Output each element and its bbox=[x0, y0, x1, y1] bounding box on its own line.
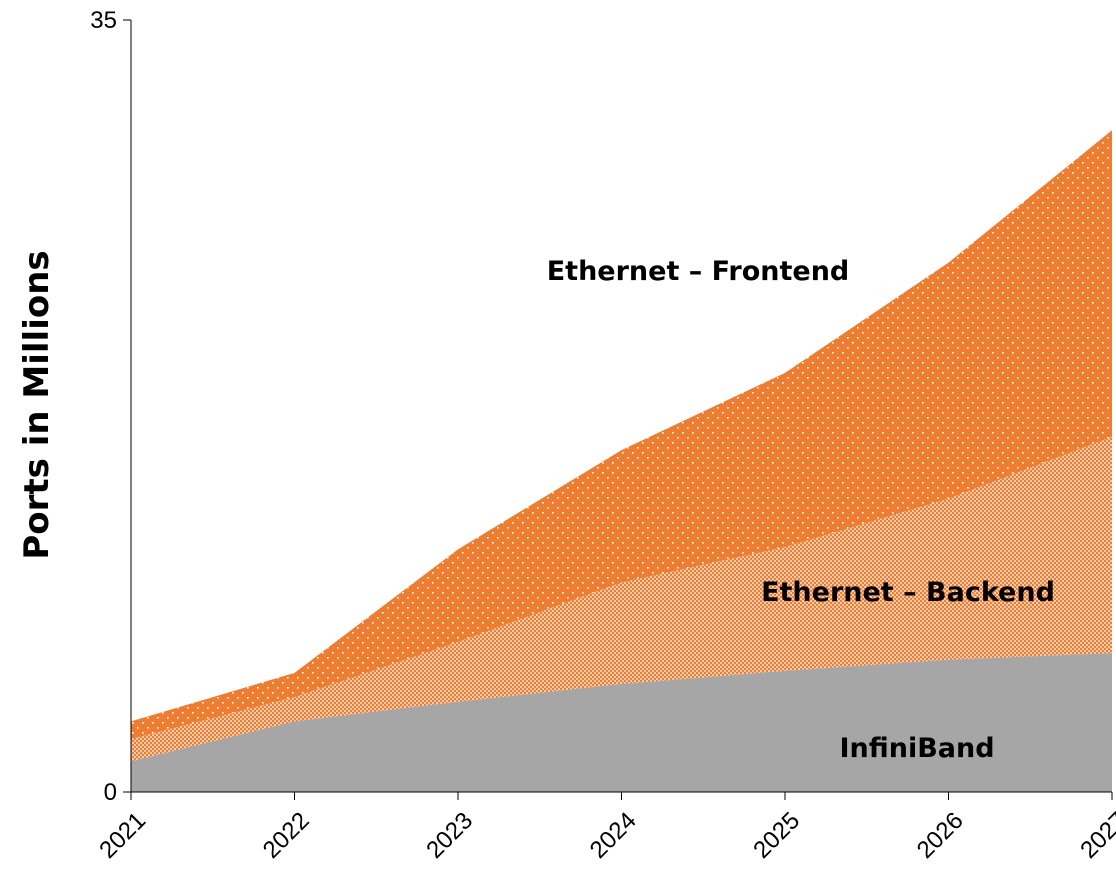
x-tick-label: 2025 bbox=[748, 807, 805, 864]
x-tick-label: 2026 bbox=[912, 807, 969, 864]
area-infiniband bbox=[131, 653, 1112, 792]
y-tick-label: 35 bbox=[90, 7, 117, 34]
area-ethernet-frontend bbox=[131, 130, 1112, 740]
series-label-ethernet-backend: Ethernet – Backend bbox=[761, 577, 1055, 608]
x-tick-label: 2021 bbox=[94, 807, 151, 864]
series-areas bbox=[131, 130, 1112, 792]
x-tick-label: 2023 bbox=[421, 807, 478, 864]
x-tick-label: 2027 bbox=[1075, 807, 1116, 864]
area-ethernet-backend bbox=[131, 436, 1112, 762]
x-tick-label: 2022 bbox=[258, 807, 315, 864]
series-label-ethernet-frontend: Ethernet – Frontend bbox=[547, 256, 850, 287]
series-labels: InfiniBand Ethernet – Backend Ethernet – F… bbox=[547, 256, 1055, 764]
x-tick-label: 2024 bbox=[585, 807, 642, 864]
series-label-infiniband: InfiniBand bbox=[839, 733, 994, 764]
y-tick-label: 0 bbox=[104, 779, 117, 806]
y-axis-title: Ports in Millions bbox=[17, 250, 57, 559]
